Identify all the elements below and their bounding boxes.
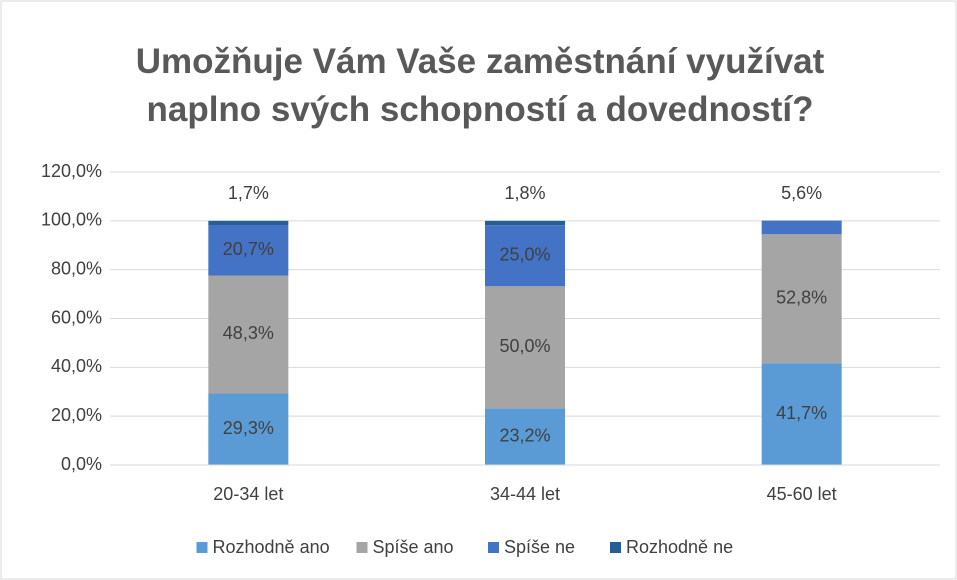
bar-segment [485,408,565,465]
data-label: 5,6% [781,183,822,203]
bar-segment [208,275,289,394]
legend-label: Spíše ne [504,537,575,557]
legend-label: Spíše ano [373,537,454,557]
legend-swatch [610,542,621,553]
data-label: 20,7% [223,239,274,259]
data-label: 29,3% [223,418,274,438]
x-tick-label: 45-60 let [767,484,837,504]
y-tick-label: 60,0% [51,307,102,327]
legend-swatch [196,542,208,553]
y-tick-label: 0,0% [61,454,102,474]
data-label: 41,7% [776,403,827,423]
bar-segment [208,393,289,465]
data-label: 1,7% [228,183,269,203]
data-label: 48,3% [223,323,274,343]
bar-segment [485,286,565,409]
x-tick-label: 34-44 let [490,484,560,504]
y-tick-label: 20,0% [51,405,102,425]
bar-segment [208,224,289,276]
bar-segment [761,363,842,465]
legend-label: Rozhodně ne [626,537,733,557]
bar-segment [485,220,565,226]
data-label: 23,2% [499,425,550,445]
legend-label: Rozhodně ano [213,537,330,557]
data-label: 50,0% [499,336,550,356]
bar-segment [485,225,565,287]
data-label: 25,0% [499,244,550,264]
y-tick-label: 80,0% [51,258,102,278]
bar-segment [761,234,842,364]
chart-title: Umožňuje Vám Vaše zaměstnání využívat na… [135,42,825,129]
legend-swatch [488,542,499,553]
legend-swatch [356,542,368,553]
bar-segment [761,220,842,235]
x-tick-label: 20-34 let [213,484,283,504]
data-label: 1,8% [504,183,545,203]
y-tick-label: 40,0% [51,356,102,376]
y-tick-label: 100,0% [41,210,102,230]
y-tick-label: 120,0% [41,161,102,181]
data-label: 52,8% [776,287,827,307]
bar-segment [208,220,289,225]
